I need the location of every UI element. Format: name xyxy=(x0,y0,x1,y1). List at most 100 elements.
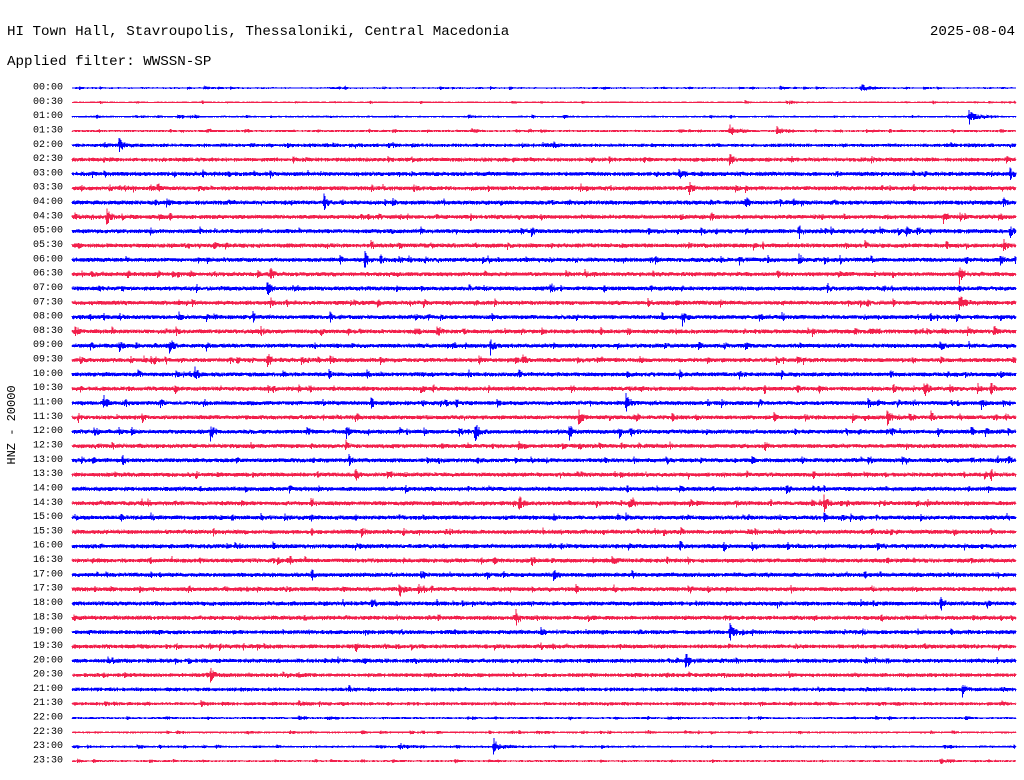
row-label-20-30: 20:30 xyxy=(33,670,63,681)
trace-12-00 xyxy=(71,424,1017,442)
trace-07-00 xyxy=(71,282,1017,296)
trace-group xyxy=(71,84,1017,765)
row-label-01-30: 01:30 xyxy=(33,126,63,137)
row-label-21-30: 21:30 xyxy=(33,698,63,709)
row-label-00-30: 00:30 xyxy=(33,97,63,108)
trace-14-00 xyxy=(71,485,1017,495)
trace-02-00 xyxy=(71,137,1017,152)
trace-08-30 xyxy=(71,325,1017,337)
trace-19-00 xyxy=(71,622,1017,641)
trace-13-00 xyxy=(71,453,1017,467)
trace-23-30 xyxy=(71,757,1017,765)
trace-13-30 xyxy=(71,468,1017,482)
row-label-15-30: 15:30 xyxy=(33,526,63,537)
row-label-22-00: 22:00 xyxy=(33,713,63,724)
row-label-06-00: 06:00 xyxy=(33,254,63,265)
row-label-23-00: 23:00 xyxy=(33,741,63,752)
trace-03-00 xyxy=(71,167,1017,181)
row-label-09-00: 09:00 xyxy=(33,340,63,351)
trace-10-00 xyxy=(71,366,1017,380)
trace-16-30 xyxy=(71,555,1017,567)
row-label-10-30: 10:30 xyxy=(33,383,63,394)
trace-12-30 xyxy=(71,439,1017,451)
trace-22-30 xyxy=(71,729,1017,736)
station-title: HI Town Hall, Stavroupolis, Thessaloniki… xyxy=(7,24,510,40)
row-label-11-30: 11:30 xyxy=(33,412,63,423)
row-label-03-00: 03:00 xyxy=(33,168,63,179)
trace-06-00 xyxy=(71,250,1017,268)
row-label-07-00: 07:00 xyxy=(33,283,63,294)
row-label-02-00: 02:00 xyxy=(33,140,63,151)
trace-21-00 xyxy=(71,684,1017,698)
row-label-14-30: 14:30 xyxy=(33,498,63,509)
row-label-20-00: 20:00 xyxy=(33,655,63,666)
trace-15-30 xyxy=(71,526,1017,538)
trace-03-30 xyxy=(71,181,1017,196)
row-label-00-00: 00:00 xyxy=(33,83,63,94)
trace-05-00 xyxy=(71,225,1017,239)
row-label-group: 00:00 00:30 01:00 01:30 02:00 02:30 03:00 03:30… xyxy=(33,83,63,767)
row-label-13-30: 13:30 xyxy=(33,469,63,480)
trace-08-00 xyxy=(71,310,1017,327)
trace-20-00 xyxy=(71,653,1017,668)
row-label-05-30: 05:30 xyxy=(33,240,63,251)
row-label-04-30: 04:30 xyxy=(33,211,63,222)
trace-09-00 xyxy=(71,339,1017,356)
row-label-12-30: 12:30 xyxy=(33,441,63,452)
row-label-18-30: 18:30 xyxy=(33,612,63,623)
row-label-13-00: 13:00 xyxy=(33,455,63,466)
filter-label: Applied filter: WWSSN-SP xyxy=(7,54,211,70)
row-label-17-30: 17:30 xyxy=(33,584,63,595)
row-label-21-00: 21:00 xyxy=(33,684,63,695)
trace-07-30 xyxy=(71,296,1017,311)
trace-18-30 xyxy=(71,609,1017,626)
trace-11-00 xyxy=(71,392,1017,412)
trace-17-00 xyxy=(71,569,1017,582)
row-label-02-30: 02:30 xyxy=(33,154,63,165)
row-label-08-00: 08:00 xyxy=(33,312,63,323)
trace-15-00 xyxy=(71,512,1017,523)
row-label-10-00: 10:00 xyxy=(33,369,63,380)
trace-20-30 xyxy=(71,667,1017,683)
row-label-03-30: 03:30 xyxy=(33,183,63,194)
trace-05-30 xyxy=(71,239,1017,252)
row-label-06-30: 06:30 xyxy=(33,269,63,280)
row-label-19-30: 19:30 xyxy=(33,641,63,652)
record-date: 2025-08-04 xyxy=(930,24,1015,40)
trace-04-00 xyxy=(71,193,1017,211)
row-label-07-30: 07:30 xyxy=(33,297,63,308)
row-label-11-00: 11:00 xyxy=(33,398,63,409)
row-label-16-30: 16:30 xyxy=(33,555,63,566)
row-label-12-00: 12:00 xyxy=(33,426,63,437)
trace-06-30 xyxy=(71,267,1017,285)
trace-21-30 xyxy=(71,699,1017,708)
row-label-09-30: 09:30 xyxy=(33,355,63,366)
trace-18-00 xyxy=(71,596,1017,611)
trace-14-30 xyxy=(71,494,1017,512)
trace-04-30 xyxy=(71,208,1017,225)
row-label-17-00: 17:00 xyxy=(33,569,63,580)
row-label-23-30: 23:30 xyxy=(33,756,63,767)
row-label-22-30: 22:30 xyxy=(33,727,63,738)
trace-10-30 xyxy=(71,382,1017,396)
y-axis-label: HNZ - 20000 xyxy=(5,385,19,464)
trace-02-30 xyxy=(71,153,1017,166)
row-label-04-00: 04:00 xyxy=(33,197,63,208)
row-label-05-00: 05:00 xyxy=(33,226,63,237)
trace-11-30 xyxy=(71,409,1017,426)
row-label-15-00: 15:00 xyxy=(33,512,63,523)
trace-01-00 xyxy=(71,110,1017,125)
row-label-01-00: 01:00 xyxy=(33,111,63,122)
trace-17-30 xyxy=(71,584,1017,597)
trace-22-00 xyxy=(71,715,1017,722)
row-label-14-00: 14:00 xyxy=(33,483,63,494)
trace-09-30 xyxy=(71,354,1017,368)
row-label-18-00: 18:00 xyxy=(33,598,63,609)
row-label-19-00: 19:00 xyxy=(33,627,63,638)
trace-00-30 xyxy=(71,99,1017,106)
trace-23-00 xyxy=(71,738,1017,755)
trace-00-00 xyxy=(71,84,1017,92)
row-label-08-30: 08:30 xyxy=(33,326,63,337)
